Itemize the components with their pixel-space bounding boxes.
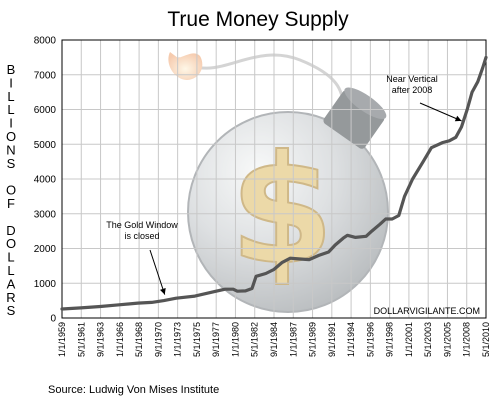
x-tick-labels: 1/1/1959 5/1/1961 9/1/1963 1/1/1966 5/1/1968… [57,322,491,357]
x-tick-label: 9/1/1984 [269,322,279,357]
y-axis-label-char: S [7,303,16,318]
source-text: Source: Ludwig Von Mises Institute [48,384,219,396]
x-tick-label: 5/1/2003 [423,322,433,357]
dollar-sign: $ [230,124,334,298]
y-tick-label: 3000 [34,209,57,220]
x-tick-label: 1/1/1959 [57,322,67,357]
annotation-arrow [419,102,462,122]
y-axis-label-char: L [7,250,14,265]
x-tick-label: 1/1/1980 [230,322,240,357]
chart-title: True Money Supply [167,8,349,31]
y-axis-label-char: L [7,102,14,117]
x-tick-label: 5/1/1975 [192,322,202,357]
x-tick-label: 5/1/1961 [76,322,86,357]
y-tick-label: 4000 [34,175,57,186]
y-axis-label-char: O [6,183,16,198]
y-axis-label-char: L [7,89,14,104]
y-tick-label: 6000 [34,105,57,116]
x-tick-label: 9/1/1998 [385,322,395,357]
series-line [60,55,488,311]
y-tick-label: 7000 [34,70,57,81]
x-tick-label: 1/1/1973 [173,322,183,357]
y-axis-label-char: D [6,223,15,238]
y-tick-label: 8000 [34,36,57,47]
x-tick-label: 1/1/1966 [115,322,125,357]
series [60,55,488,311]
x-tick-label: 1/1/2001 [404,322,414,357]
x-tick-label: 5/1/1989 [308,322,318,357]
x-tick-label: 5/1/1968 [134,322,144,357]
y-axis-label-char: O [6,236,16,251]
x-tick-label: 9/1/1970 [153,322,163,357]
x-tick-label: 9/1/1991 [327,322,337,357]
y-tick-labels: 0 1000 2000 3000 4000 5000 6000 7000 8000 [34,36,57,325]
x-tick-label: 9/1/2005 [442,322,452,357]
y-axis-label-char: I [9,116,13,131]
annotation-arrowhead [160,287,166,295]
watermark-text: DOLLARVIGILANTE.COM [374,306,480,316]
grid [61,39,487,319]
annotation-text: Near Vertical [386,74,438,84]
y-axis-label-char: I [9,75,13,90]
annotation-text: The Gold Window [106,220,178,230]
x-tick-label: 9/1/1963 [96,322,106,357]
y-axis-label-char: N [6,142,15,157]
x-tick-label: 1/1/1987 [288,322,298,357]
y-axis-label-char: A [7,276,16,291]
y-axis-label-char: O [6,129,16,144]
annotation-text: is closed [124,231,159,241]
y-tick-label: 2000 [34,244,57,255]
y-axis-label-char: S [7,156,16,171]
x-tick-label: 1/1/2008 [462,322,472,357]
x-tick-label: 1/1/1994 [346,322,356,357]
annotation-text: after 2008 [392,85,433,95]
x-tick-label: 5/1/1996 [365,322,375,357]
bomb-icon: $ [168,52,389,313]
y-axis-label-char: F [7,196,15,211]
y-tick-label: 5000 [34,140,57,151]
x-tick-label: 5/1/1982 [250,322,260,357]
y-axis-label-char: L [7,263,14,278]
x-tick-label: 5/1/2010 [481,322,491,357]
plot-area-frame [61,39,487,319]
y-tick-label: 0 [50,314,56,325]
annotation-arrowhead [454,115,462,122]
y-axis-label-char: B [7,62,16,77]
x-tick-label: 9/1/1977 [211,322,221,357]
y-axis-label-char: R [6,290,15,305]
y-tick-label: 1000 [34,279,57,290]
annotation-arrow [149,249,166,295]
